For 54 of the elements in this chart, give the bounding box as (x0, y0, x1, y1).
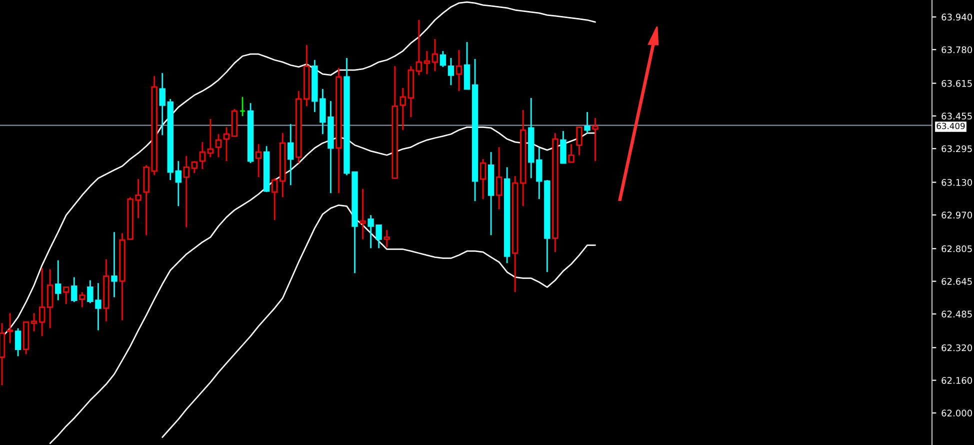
candlestick (271, 178, 278, 221)
y-tick-label: 62.805 (942, 245, 972, 252)
candlestick (560, 130, 566, 164)
candlestick (38, 268, 46, 337)
candlestick (440, 50, 446, 68)
y-tick-label: 62.645 (942, 278, 972, 285)
y-tick-label: 62.485 (942, 310, 972, 318)
candlestick (464, 41, 470, 90)
candlestick (159, 72, 166, 136)
y-tick-label: 63.615 (942, 80, 972, 87)
line-series (162, 204, 596, 438)
y-tick-label: 63.780 (942, 46, 972, 54)
line-series (49, 126, 596, 444)
candlestick (30, 312, 38, 332)
candlestick (71, 276, 78, 303)
candlestick (288, 123, 294, 186)
candlestick (55, 260, 62, 301)
candlestick (14, 328, 22, 357)
candlestick (448, 57, 454, 86)
candlestick (199, 141, 206, 170)
candlestick (47, 268, 54, 329)
candlestick (360, 188, 366, 240)
candlestick (496, 146, 502, 210)
candlestick (456, 49, 462, 92)
candlestick (255, 143, 262, 178)
candlestick (79, 291, 86, 308)
candlestick (111, 231, 118, 298)
candlestick (63, 286, 70, 305)
y-tick-label: 62.320 (942, 344, 972, 352)
ref-line-label: 63.409 (936, 122, 965, 130)
candlestick (191, 160, 198, 174)
candlestick (175, 160, 182, 207)
candlestick (6, 312, 14, 344)
candlestick (432, 38, 438, 72)
candlestick (416, 19, 422, 76)
candlestick (384, 229, 390, 248)
candlestick (592, 117, 598, 162)
candlestick (568, 143, 574, 163)
candlestick (223, 126, 230, 162)
candlestick (424, 50, 430, 75)
candlestick (183, 155, 190, 228)
candlestick (584, 111, 590, 134)
y-tick-label: 63.455 (942, 112, 972, 120)
y-tick-label: 62.160 (942, 377, 972, 384)
y-tick-label: 63.295 (942, 145, 972, 152)
y-tick-label: 63.130 (942, 179, 972, 186)
candlestick (480, 158, 486, 200)
y-tick-label: 62.000 (942, 410, 972, 417)
y-tick-label: 63.940 (942, 14, 972, 20)
candlestick (400, 87, 406, 131)
candlestick (207, 118, 214, 158)
candlestick (576, 126, 582, 156)
candlestick (215, 133, 222, 158)
y-tick-label: 62.970 (942, 212, 972, 219)
